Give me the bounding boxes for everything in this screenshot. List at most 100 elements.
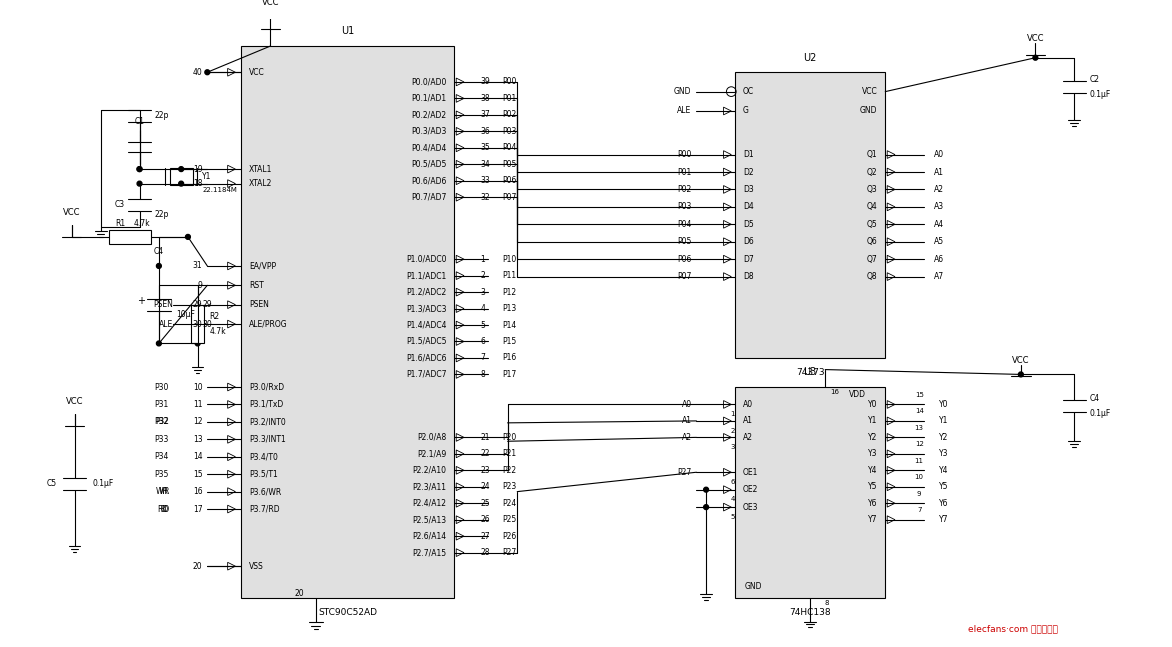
- Text: Q3: Q3: [867, 185, 878, 194]
- Text: 1: 1: [730, 411, 735, 417]
- Circle shape: [137, 167, 142, 171]
- Text: 37: 37: [481, 111, 490, 119]
- Text: P0.5/AD5: P0.5/AD5: [411, 160, 447, 169]
- Text: Y1: Y1: [939, 417, 948, 426]
- Text: P16: P16: [503, 353, 517, 362]
- Text: 26: 26: [481, 515, 490, 524]
- Text: C3: C3: [115, 201, 125, 210]
- Text: 12: 12: [914, 441, 924, 447]
- Text: ALE: ALE: [677, 107, 691, 115]
- Text: P1.3/ADC3: P1.3/ADC3: [406, 304, 447, 313]
- Circle shape: [205, 70, 210, 74]
- Text: P30: P30: [155, 382, 169, 391]
- Text: 22p: 22p: [154, 111, 169, 120]
- Text: Y3: Y3: [939, 450, 948, 458]
- Text: Y7: Y7: [868, 515, 878, 524]
- Bar: [191, 305, 204, 344]
- Text: 7: 7: [481, 353, 485, 362]
- Text: P0.3/AD3: P0.3/AD3: [411, 127, 447, 136]
- Text: 34: 34: [481, 160, 490, 169]
- Text: D6: D6: [743, 237, 754, 247]
- Text: 28: 28: [481, 548, 490, 557]
- Text: A2: A2: [934, 185, 943, 194]
- Text: D7: D7: [743, 255, 754, 264]
- Text: GND: GND: [674, 87, 691, 96]
- Text: A1: A1: [934, 168, 943, 177]
- Text: VCC: VCC: [1013, 356, 1030, 365]
- Text: 9: 9: [917, 490, 921, 496]
- Text: 0.1μF: 0.1μF: [1090, 90, 1111, 99]
- Circle shape: [185, 234, 190, 239]
- Text: U2: U2: [804, 52, 817, 63]
- Bar: [109, 230, 151, 244]
- Text: D4: D4: [743, 203, 754, 212]
- Text: D3: D3: [743, 185, 754, 194]
- Text: Y4: Y4: [868, 466, 878, 475]
- Bar: [735, 387, 885, 598]
- Text: P04: P04: [503, 143, 517, 152]
- Text: 5: 5: [481, 320, 485, 329]
- Text: P27: P27: [503, 548, 517, 557]
- Text: Q8: Q8: [867, 272, 878, 281]
- Text: A0: A0: [743, 400, 754, 409]
- Text: P2.0/A8: P2.0/A8: [417, 433, 447, 442]
- Text: R2: R2: [210, 312, 219, 321]
- Text: C4: C4: [1090, 393, 1099, 402]
- Text: P05: P05: [503, 160, 517, 169]
- Text: P11: P11: [503, 271, 517, 280]
- Text: P3.2/INT0: P3.2/INT0: [248, 417, 286, 426]
- Text: P3.6/WR: P3.6/WR: [248, 487, 281, 496]
- Text: 18: 18: [193, 179, 203, 188]
- Text: 74HC138: 74HC138: [790, 608, 831, 617]
- Text: 15: 15: [193, 470, 203, 479]
- Text: ALE: ALE: [159, 320, 173, 329]
- Text: C5: C5: [47, 479, 57, 488]
- Text: P10: P10: [503, 255, 517, 264]
- Text: P05: P05: [677, 237, 691, 247]
- Text: P0.0/AD0: P0.0/AD0: [411, 78, 447, 87]
- Text: 10: 10: [193, 382, 203, 391]
- Text: P13: P13: [503, 304, 517, 313]
- Text: P1.2/ADC2: P1.2/ADC2: [407, 288, 447, 296]
- Text: 4.7k: 4.7k: [134, 219, 150, 228]
- Text: Y2: Y2: [868, 433, 878, 442]
- Bar: [170, 168, 192, 185]
- Text: 22.1184M: 22.1184M: [203, 188, 238, 193]
- Text: A0: A0: [934, 150, 943, 159]
- Text: 16: 16: [830, 389, 839, 395]
- Text: VCC: VCC: [261, 0, 279, 7]
- Text: Y2: Y2: [939, 433, 948, 442]
- Text: 27: 27: [481, 532, 490, 541]
- Text: 30: 30: [192, 320, 203, 329]
- Text: Y4: Y4: [939, 466, 948, 475]
- Text: VCC: VCC: [861, 87, 878, 96]
- Text: 6: 6: [730, 479, 735, 485]
- Text: 13: 13: [193, 435, 203, 444]
- Text: 14: 14: [193, 452, 203, 461]
- Text: 36: 36: [481, 127, 490, 136]
- Text: GND: GND: [860, 107, 878, 115]
- Text: A2: A2: [682, 433, 691, 442]
- Text: P31: P31: [155, 400, 169, 409]
- Text: 20: 20: [193, 562, 203, 571]
- Text: P04: P04: [677, 220, 691, 229]
- Text: 10μF: 10μF: [176, 310, 196, 319]
- Text: P0.7/AD7: P0.7/AD7: [411, 193, 447, 202]
- Text: 7: 7: [917, 507, 921, 513]
- Text: 38: 38: [481, 94, 490, 103]
- Text: P06: P06: [677, 255, 691, 264]
- Text: 8: 8: [481, 370, 485, 379]
- Text: 24: 24: [481, 482, 490, 491]
- Text: P24: P24: [503, 499, 517, 508]
- Text: 1: 1: [481, 255, 485, 264]
- Text: RST: RST: [248, 281, 264, 290]
- Text: Y0: Y0: [939, 400, 948, 409]
- Text: Y5: Y5: [939, 482, 948, 491]
- Text: P3.4/T0: P3.4/T0: [248, 452, 278, 461]
- Text: U1: U1: [341, 27, 354, 36]
- Text: P02: P02: [503, 111, 517, 119]
- Text: 8: 8: [825, 600, 830, 606]
- Text: VSS: VSS: [248, 562, 264, 571]
- Text: 10: 10: [914, 474, 924, 480]
- Text: Q7: Q7: [867, 255, 878, 264]
